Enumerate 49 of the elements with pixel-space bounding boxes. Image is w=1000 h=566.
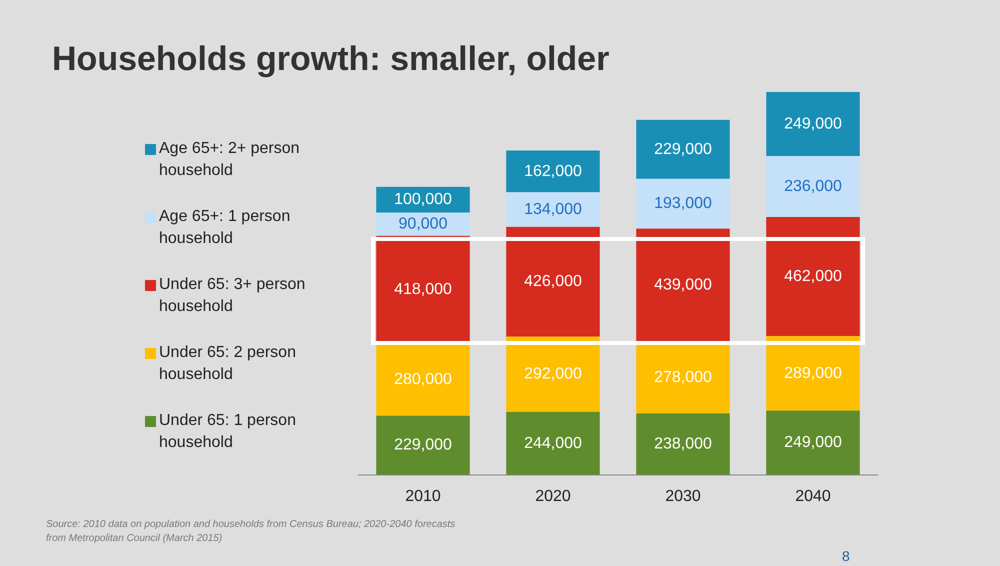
data-label: 134,000 [524, 200, 582, 218]
data-label: 278,000 [654, 369, 712, 386]
bar [766, 217, 860, 336]
bar [376, 344, 470, 416]
data-label: 229,000 [394, 436, 452, 454]
data-label: 426,000 [524, 273, 582, 290]
source-note: Source: 2010 data on population and households from Census Bureau; 2020-2040 forecasts from Metropolitan Council (March 2015) [46, 518, 456, 546]
bar [636, 120, 730, 179]
chart-title: Households growth: smaller, older [52, 40, 610, 79]
bar [506, 226, 600, 337]
data-label: 289,000 [784, 364, 842, 382]
data-label: 292,000 [524, 366, 582, 383]
x-tick-label: 2030 [665, 488, 701, 505]
legend-label: Under 65: 3+ person household [159, 275, 306, 317]
data-label: 249,000 [784, 116, 842, 132]
bar [766, 336, 860, 411]
data-label: 244,000 [524, 434, 582, 452]
bar [636, 413, 730, 475]
bar [506, 412, 600, 475]
bar [376, 212, 470, 236]
data-label: 418,000 [394, 281, 452, 298]
bar [506, 336, 600, 412]
data-label: 193,000 [654, 195, 712, 212]
data-label: 238,000 [654, 436, 712, 453]
text: 8 [842, 548, 850, 564]
legend-label: Under 65: 2 person household [159, 343, 297, 385]
x-tick-label: 2010 [405, 488, 441, 505]
data-label: 462,000 [784, 268, 842, 285]
data-label: 236,000 [784, 178, 842, 196]
bar [766, 156, 860, 218]
bar [506, 192, 600, 227]
bar [766, 410, 860, 475]
data-label: 439,000 [654, 276, 712, 294]
bar [376, 416, 470, 475]
legend-label: Age 65+: 2+ person household [159, 139, 301, 181]
x-tick-label: 2020 [535, 488, 571, 505]
data-label: 162,000 [524, 162, 582, 180]
x-tick-label: 2040 [795, 488, 831, 505]
legend-label: Under 65: 1 person household [159, 411, 297, 453]
bar [636, 178, 730, 229]
bar [766, 92, 860, 156]
data-label: 280,000 [394, 371, 452, 388]
legend-label: Age 65+: 1 person household [159, 207, 292, 249]
data-label: 249,000 [784, 434, 842, 452]
data-label: 229,000 [654, 140, 712, 158]
data-label: 90,000 [398, 216, 448, 233]
data-label: 100,000 [394, 191, 452, 208]
bar [636, 228, 730, 342]
bar [506, 150, 600, 192]
